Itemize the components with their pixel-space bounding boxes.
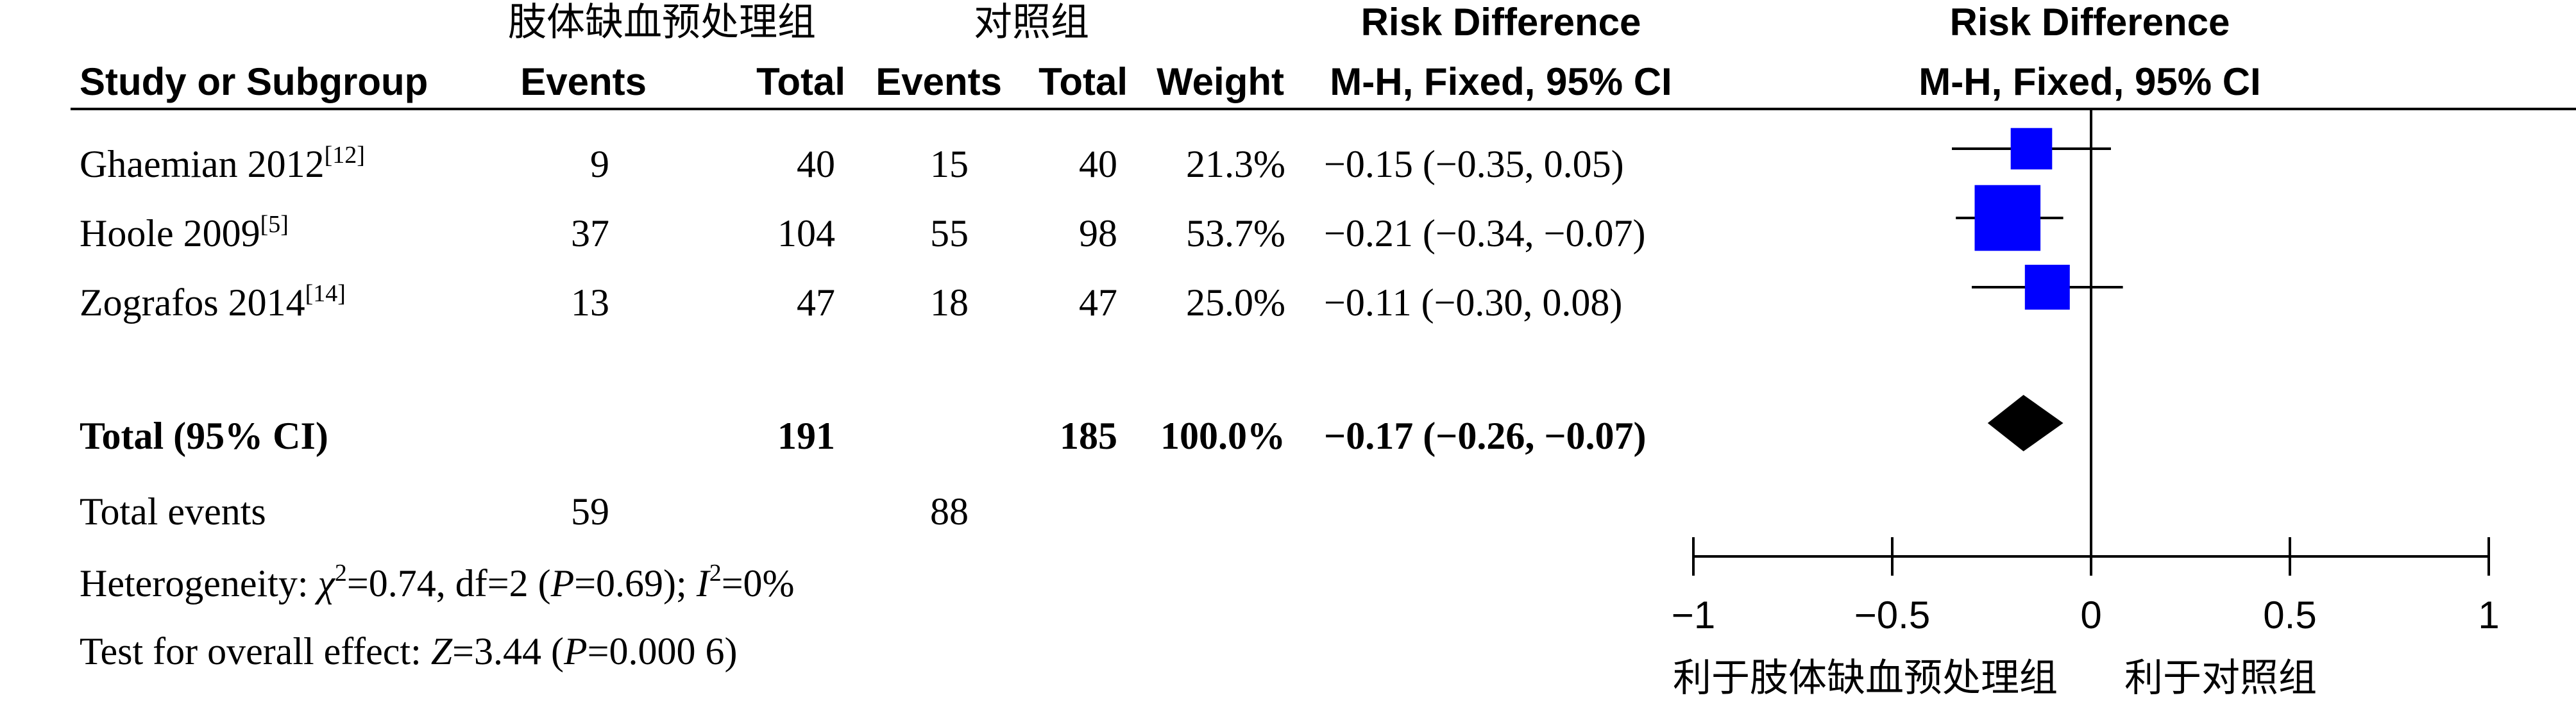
events2-col-header: Events [876,60,1002,103]
plot-area: −1 −0.5 0 0.5 1 利于肢体缺血预处理组 利于对照组 [1672,109,2500,701]
total1: 104 [777,212,835,254]
study-row: Hoole 2009[5] 37 104 55 98 53.7% −0.21 (… [80,211,1645,254]
total-weight: 100.0% [1160,415,1285,457]
group1-header: 肢体缺血预处理组 [508,0,816,45]
total2: 47 [1079,281,1117,324]
effect-marker [2024,265,2070,310]
pooled-diamond [1987,395,2063,451]
total2-col-header: Total [1038,60,1128,103]
study-col-header: Study or Subgroup [80,60,428,103]
heterogeneity-text: Heterogeneity: χ2=0.74, df=2 (P=0.69); I… [80,560,795,605]
total2: 40 [1079,143,1117,185]
total1: 191 [777,415,835,457]
weight: 25.0% [1186,281,1285,324]
study-name: Ghaemian 2012[12] [80,142,365,185]
events1: 13 [571,281,609,324]
total-events-row: Total events 59 88 [80,490,969,533]
study-row: Ghaemian 2012[12] 9 40 15 40 21.3% −0.15… [80,142,1624,185]
total-ci-text: −0.17 (−0.26, −0.07) [1324,415,1647,457]
weight-col-header: Weight [1157,60,1284,103]
events1: 9 [590,143,609,185]
events1-col-header: Events [520,60,647,103]
x-tick-label: 0.5 [2263,594,2316,637]
ci-text: −0.21 (−0.34, −0.07) [1324,212,1645,254]
plot-title: Risk Difference [1950,1,2230,44]
ci-text: −0.15 (−0.35, 0.05) [1324,143,1624,185]
study-row: Zografos 2014[14] 13 47 18 47 25.0% −0.1… [80,280,1622,324]
rd-col-title: Risk Difference [1361,1,1641,44]
total-events2: 88 [930,490,969,533]
total-events1: 59 [571,490,609,533]
total1: 40 [797,143,835,185]
events2: 18 [930,281,969,324]
events2: 55 [930,212,969,254]
total-label: Total (95% CI) [80,415,328,457]
plot-method: M-H, Fixed, 95% CI [1919,60,2260,103]
x-tick-label: 0 [2080,594,2101,637]
study-name: Hoole 2009[5] [80,211,289,254]
favours-right-label: 利于对照组 [2124,656,2317,701]
ci-text: −0.11 (−0.30, 0.08) [1324,281,1622,324]
group2-header: 对照组 [974,0,1089,45]
total-events-label: Total events [80,490,266,533]
events2: 15 [930,143,969,185]
effect-marker [2010,128,2053,170]
rd-col-method: M-H, Fixed, 95% CI [1330,60,1672,103]
x-tick-label: 1 [2478,594,2499,637]
total-row: Total (95% CI) 191 185 100.0% −0.17 (−0.… [80,415,1647,457]
total1: 47 [797,281,835,324]
x-tick-label: −0.5 [1854,594,1930,637]
study-name: Zografos 2014[14] [80,280,346,324]
events1: 37 [571,212,609,254]
weight: 53.7% [1186,212,1285,254]
overall-effect-text: Test for overall effect: Z=3.44 (P=0.000… [80,630,737,672]
effect-marker [1974,185,2041,251]
total1-col-header: Total [756,60,845,103]
weight: 21.3% [1186,143,1285,185]
total2: 98 [1079,212,1117,254]
favours-left-label: 利于肢体缺血预处理组 [1673,656,2058,701]
total2: 185 [1060,415,1117,457]
x-tick-label: −1 [1672,594,1715,637]
